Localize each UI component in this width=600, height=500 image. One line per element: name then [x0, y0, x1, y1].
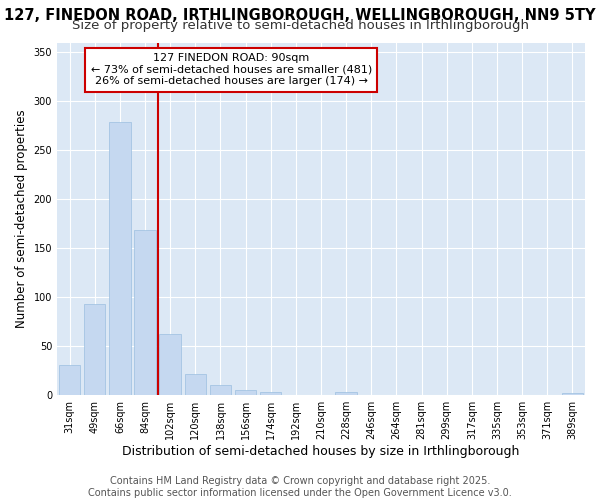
- Bar: [335, 392, 357, 394]
- Text: 127, FINEDON ROAD, IRTHLINGBOROUGH, WELLINGBOROUGH, NN9 5TY: 127, FINEDON ROAD, IRTHLINGBOROUGH, WELL…: [4, 8, 596, 22]
- X-axis label: Distribution of semi-detached houses by size in Irthlingborough: Distribution of semi-detached houses by …: [122, 444, 520, 458]
- Bar: [210, 385, 231, 394]
- Y-axis label: Number of semi-detached properties: Number of semi-detached properties: [15, 110, 28, 328]
- Bar: [109, 122, 131, 394]
- Bar: [235, 390, 256, 394]
- Text: Contains HM Land Registry data © Crown copyright and database right 2025.
Contai: Contains HM Land Registry data © Crown c…: [88, 476, 512, 498]
- Bar: [160, 334, 181, 394]
- Text: Size of property relative to semi-detached houses in Irthlingborough: Size of property relative to semi-detach…: [71, 18, 529, 32]
- Bar: [84, 304, 106, 394]
- Bar: [59, 366, 80, 394]
- Bar: [260, 392, 281, 394]
- Bar: [185, 374, 206, 394]
- Text: 127 FINEDON ROAD: 90sqm
← 73% of semi-detached houses are smaller (481)
26% of s: 127 FINEDON ROAD: 90sqm ← 73% of semi-de…: [91, 53, 372, 86]
- Bar: [562, 393, 583, 394]
- Bar: [134, 230, 156, 394]
